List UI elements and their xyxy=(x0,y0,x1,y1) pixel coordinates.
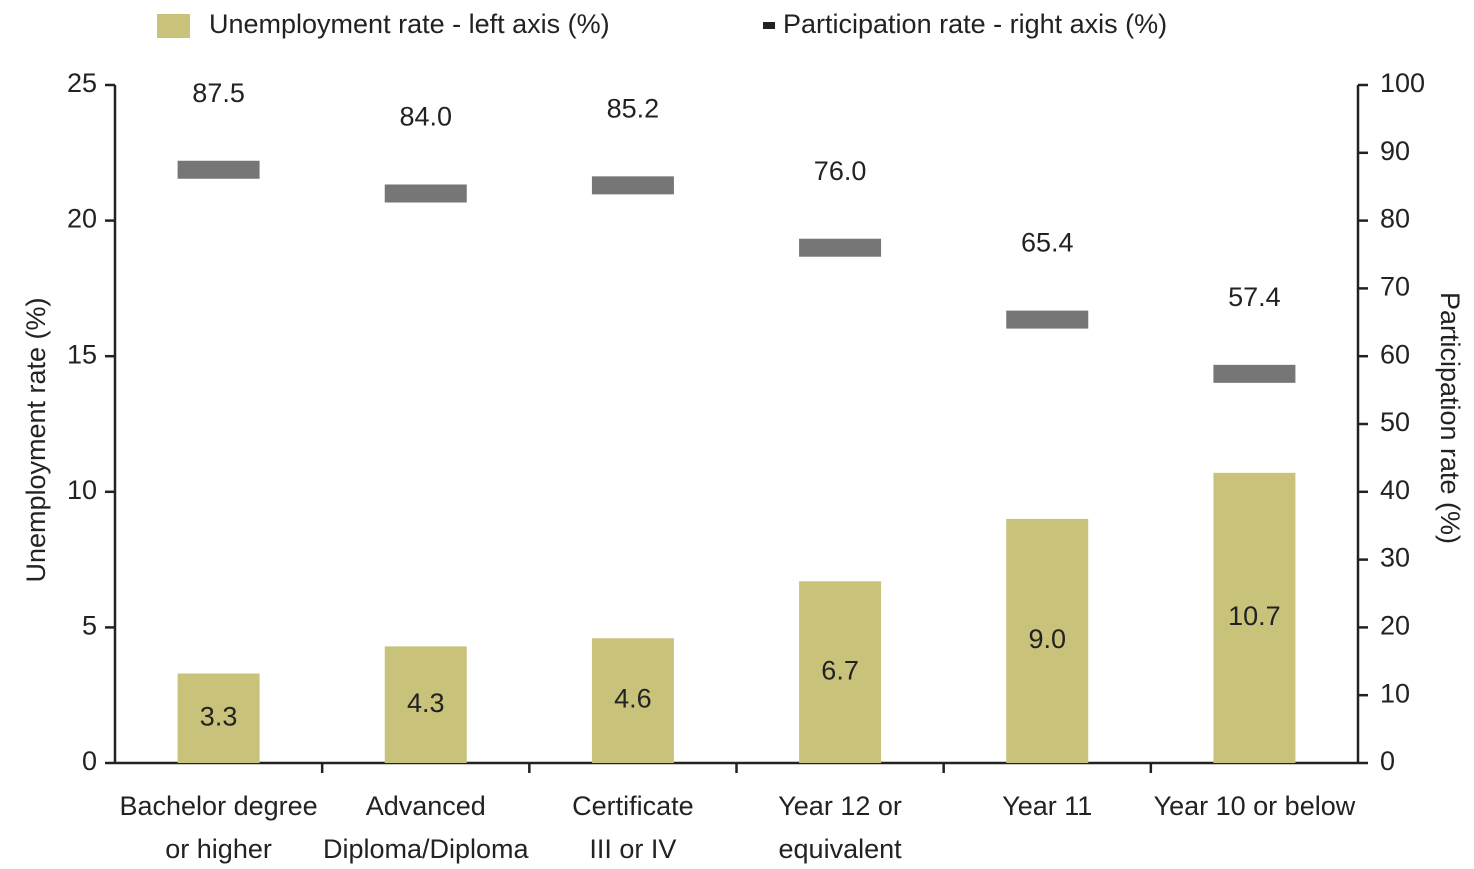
y-tick-label: 0 xyxy=(82,746,97,776)
y-axis-label: Unemployment rate (%) xyxy=(21,297,51,582)
bar-value-label: 4.3 xyxy=(407,688,445,718)
y2-tick-label: 100 xyxy=(1380,68,1425,98)
x-tick-label: Advanced xyxy=(366,791,486,821)
bar-value-label: 9.0 xyxy=(1028,624,1066,654)
bar xyxy=(591,638,674,763)
y2-tick-label: 80 xyxy=(1380,204,1410,234)
y2-tick-label: 30 xyxy=(1380,543,1410,573)
marker xyxy=(384,184,467,203)
marker-value-label: 57.4 xyxy=(1228,282,1281,312)
x-tick-label: Year 12 or xyxy=(778,791,902,821)
marker xyxy=(1006,310,1089,329)
marker-value-label: 76.0 xyxy=(814,156,867,186)
x-tick-label: Certificate xyxy=(572,791,694,821)
bar xyxy=(177,673,260,763)
marker-value-label: 65.4 xyxy=(1021,228,1074,258)
x-tick-label: Year 11 xyxy=(1002,791,1092,821)
marker xyxy=(1213,364,1296,383)
x-tick-label: Bachelor degree xyxy=(120,791,318,821)
x-tick-label: equivalent xyxy=(779,834,903,864)
marker xyxy=(799,238,882,257)
bar-value-label: 3.3 xyxy=(200,701,238,731)
y-tick-label: 5 xyxy=(82,611,97,641)
y-tick-label: 25 xyxy=(67,68,97,98)
y2-tick-label: 20 xyxy=(1380,611,1410,641)
y-tick-label: 10 xyxy=(67,475,97,505)
legend-label: Unemployment rate - left axis (%) xyxy=(209,9,610,39)
bar xyxy=(384,646,467,763)
marker xyxy=(591,176,674,195)
marker-value-label: 85.2 xyxy=(607,93,660,123)
y2-tick-label: 70 xyxy=(1380,272,1410,302)
x-tick-label: or higher xyxy=(165,834,272,864)
bar-value-label: 10.7 xyxy=(1228,601,1281,631)
y2-tick-label: 0 xyxy=(1380,746,1395,776)
x-tick-label: III or IV xyxy=(589,834,676,864)
bar xyxy=(1006,518,1089,763)
y2-tick-label: 40 xyxy=(1380,475,1410,505)
y2-tick-label: 90 xyxy=(1380,136,1410,166)
y2-axis-label: Participation rate (%) xyxy=(1435,292,1465,544)
legend-swatch xyxy=(157,14,190,38)
y2-tick-label: 10 xyxy=(1380,678,1410,708)
y2-tick-label: 60 xyxy=(1380,339,1410,369)
bar xyxy=(799,581,882,763)
marker xyxy=(177,160,260,179)
bar-value-label: 4.6 xyxy=(614,684,652,714)
marker-value-label: 84.0 xyxy=(399,102,452,132)
marker-value-label: 87.5 xyxy=(192,78,245,108)
x-tick-label: Year 10 or below xyxy=(1154,791,1356,821)
legend-label: Participation rate - right axis (%) xyxy=(783,9,1167,39)
bar xyxy=(1213,472,1296,763)
y-tick-label: 20 xyxy=(67,204,97,234)
y-tick-label: 15 xyxy=(67,339,97,369)
y2-tick-label: 50 xyxy=(1380,407,1410,437)
x-tick-label: Diploma/Diploma xyxy=(323,834,530,864)
legend-swatch xyxy=(763,22,775,29)
bar-value-label: 6.7 xyxy=(821,655,859,685)
